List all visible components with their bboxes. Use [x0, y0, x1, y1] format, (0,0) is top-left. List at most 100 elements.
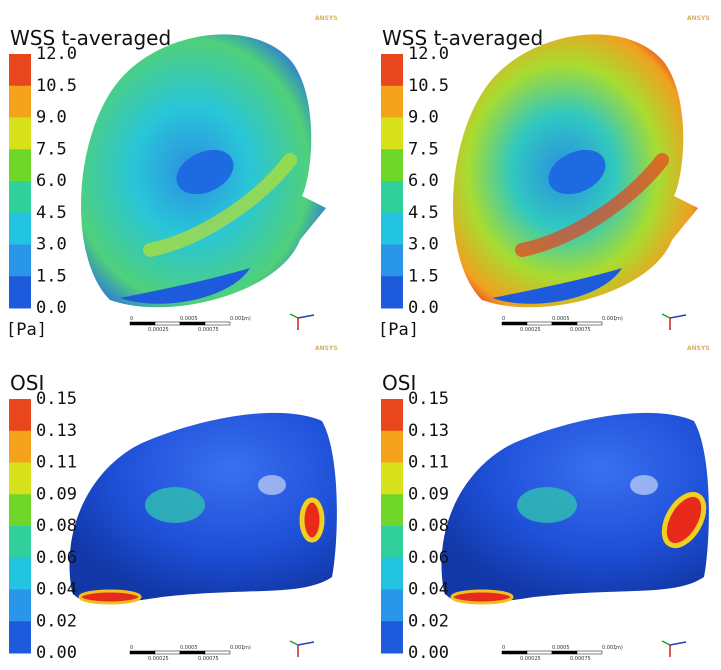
scale-bar-label: 0	[502, 316, 505, 322]
osi-hotspot	[78, 589, 142, 605]
scale-bar-label: 0.00025	[148, 327, 169, 333]
legend-tick: 0.06	[408, 548, 449, 568]
colorbar-band	[9, 149, 31, 182]
colorbar-band	[9, 399, 31, 432]
scale-bar-label: (m)	[242, 645, 251, 651]
logo: ANSYS	[687, 15, 710, 22]
highlight	[630, 475, 658, 495]
axis-arrow	[289, 640, 299, 646]
colorbar-band	[9, 117, 31, 150]
scale-bar-label: (m)	[242, 316, 251, 322]
scale-bar-segment	[204, 650, 231, 655]
osi-hotspot	[299, 497, 325, 543]
colorbar-band	[9, 430, 31, 463]
legend-tick: 0.00	[408, 643, 449, 663]
colorbar-band	[381, 149, 403, 182]
colorbar-band	[381, 244, 403, 277]
legend-tick: 0.11	[36, 453, 77, 473]
scale-bar-label: 0.001	[230, 645, 244, 651]
logo: ANSYS	[687, 345, 710, 352]
legend-tick: 12.0	[408, 44, 449, 64]
legend-tick: 10.5	[36, 76, 77, 96]
colorbar-band	[381, 117, 403, 150]
legend-tick: 0.04	[36, 580, 77, 600]
legend-tick: 0.13	[408, 421, 449, 441]
osi-hotspot	[661, 491, 707, 549]
colorbar-band	[381, 276, 403, 309]
colorbar-band	[381, 462, 403, 495]
colorbar-band	[381, 399, 403, 432]
scale-bar-label: 0.0005	[552, 316, 570, 322]
legend-tick: 0.0	[408, 298, 439, 318]
colorbar-band	[9, 212, 31, 245]
legend-title: WSS t-averaged	[382, 26, 543, 50]
shear-band	[143, 153, 297, 257]
logo: ANSYS	[315, 345, 338, 352]
legend-tick: 4.5	[36, 203, 67, 223]
colorbar-band	[9, 181, 31, 214]
scale-bar-label: 0.001	[602, 645, 616, 651]
colorbar-band	[9, 526, 31, 559]
legend-tick: 0.09	[408, 484, 449, 504]
low-shear-region	[176, 149, 234, 195]
legend-tick: 0.02	[408, 611, 449, 631]
scale-bar-label: 0.00025	[148, 656, 169, 662]
axis-arrow	[297, 314, 315, 319]
legend-tick: 0.11	[408, 453, 449, 473]
scale-bar-label: 0.00075	[570, 656, 591, 662]
legend-tick: 0.13	[36, 421, 77, 441]
legend-title: WSS t-averaged	[10, 26, 171, 50]
colorbar-band	[9, 244, 31, 277]
scale-bar-segment	[526, 650, 553, 655]
colorbar-band	[9, 589, 31, 622]
scale-bar-label: 0.00075	[570, 327, 591, 333]
legend-tick: 0.09	[36, 484, 77, 504]
scale-bar-segment	[129, 321, 156, 326]
legend-title: OSI	[10, 371, 44, 395]
shear-band	[515, 153, 669, 257]
scale-bar-segment	[154, 321, 181, 326]
colorbar-band	[9, 85, 31, 118]
scale-bar-segment	[501, 650, 528, 655]
colorbar-band	[381, 54, 403, 87]
scale-bar-label: 0.00025	[520, 656, 541, 662]
legend-tick: 9.0	[36, 108, 67, 128]
legend-tick: 9.0	[408, 108, 439, 128]
colorbar-band	[381, 494, 403, 527]
logo: ANSYS	[315, 15, 338, 22]
scale-bar-segment	[501, 321, 528, 326]
scale-bar-label: (m)	[614, 645, 623, 651]
low-shear-region	[548, 149, 606, 195]
scale-bar-label: 0	[130, 316, 133, 322]
low-region	[120, 268, 250, 304]
colorbar-band	[381, 621, 403, 654]
colorbar-band	[381, 212, 403, 245]
colorbar-band	[9, 621, 31, 654]
axis-arrow	[297, 641, 315, 646]
legend-tick: 0.0	[36, 298, 67, 318]
legend-tick: 3.0	[36, 235, 67, 255]
scale-bar-segment	[154, 650, 181, 655]
legend-tick: 7.5	[408, 139, 439, 159]
scale-bar-segment	[129, 650, 156, 655]
legend-tick: 0.04	[408, 580, 449, 600]
axis-arrow	[669, 641, 687, 646]
scale-bar-label: 0.0005	[180, 645, 198, 651]
legend-tick: 0.00	[36, 643, 77, 663]
legend-tick: 3.0	[408, 235, 439, 255]
legend-tick: 6.0	[408, 171, 439, 191]
colorbar-band	[9, 462, 31, 495]
scale-bar-label: 0	[502, 645, 505, 651]
legend-unit: [Pa]	[378, 320, 419, 340]
scale-bar-segment	[179, 321, 206, 326]
colorbar-band	[9, 494, 31, 527]
colorbar-band	[381, 430, 403, 463]
osi-region	[145, 487, 205, 523]
low-region	[492, 268, 622, 304]
scale-bar-label: 0.001	[602, 316, 616, 322]
axis-arrow	[661, 640, 671, 646]
